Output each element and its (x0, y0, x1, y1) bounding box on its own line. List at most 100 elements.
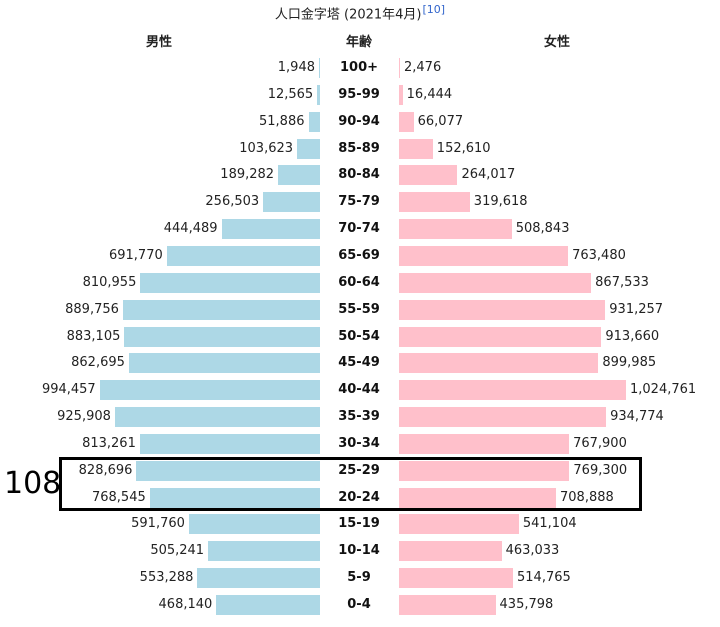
title-reference-link[interactable]: [10] (422, 3, 446, 16)
age-group-label: 15-19 (338, 516, 380, 532)
female-bar (399, 595, 496, 615)
male-value-label: 12,565 (267, 86, 314, 102)
female-value-label: 541,104 (522, 516, 577, 532)
male-bar (197, 568, 320, 589)
age-group-label: 90-94 (338, 113, 380, 129)
female-bar (399, 353, 599, 374)
female-value-label: 264,017 (461, 167, 516, 183)
female-value-label: 16,444 (406, 86, 453, 102)
age-header: 年齢 (345, 35, 373, 50)
male-bar (124, 326, 320, 347)
chart-title-text: 人口金字塔 (2021年4月) (274, 7, 422, 23)
female-bar (399, 192, 470, 213)
highlight-box (59, 457, 642, 511)
male-value-label: 51,886 (259, 113, 305, 129)
male-bar (308, 111, 320, 132)
male-bar (122, 299, 320, 320)
female-value-label: 913,660 (605, 328, 660, 344)
male-bar (263, 192, 320, 213)
female-bar (399, 245, 569, 266)
male-bar (319, 58, 320, 78)
female-value-label: 66,077 (417, 113, 464, 129)
female-bar (399, 514, 519, 535)
female-bar (399, 433, 570, 454)
male-bar (317, 84, 320, 105)
male-value-label: 103,623 (239, 140, 294, 156)
female-value-label: 708,888 (560, 489, 614, 505)
age-group-label: 20-24 (338, 489, 380, 505)
female-value-label: 763,480 (572, 247, 626, 263)
female-value-label: 767,900 (573, 435, 627, 451)
male-value-label: 189,282 (220, 167, 275, 183)
female-bar (399, 58, 400, 78)
female-value-label: 508,843 (515, 221, 570, 237)
female-value-label: 899,985 (602, 355, 657, 371)
female-value-label: 931,257 (609, 301, 664, 317)
male-value-label: 691,770 (108, 247, 163, 263)
female-value-label: 463,033 (505, 543, 560, 559)
male-value-label: 925,908 (57, 409, 111, 425)
male-value-label: 828,696 (78, 462, 133, 478)
male-bar (99, 380, 320, 401)
female-value-label: 769,300 (573, 462, 628, 478)
female-bar (399, 460, 570, 481)
male-bar (297, 138, 320, 159)
male-value-label: 883,105 (66, 328, 121, 344)
female-value-label: 934,774 (610, 409, 664, 425)
female-bar (399, 326, 602, 347)
age-group-label: 30-34 (338, 435, 380, 451)
female-bar (399, 541, 502, 562)
female-bar (399, 84, 403, 105)
male-bar (128, 353, 320, 374)
female-header: 女性 (543, 35, 571, 50)
male-value-label: 553,288 (139, 570, 194, 586)
female-value-label: 152,610 (436, 140, 491, 156)
age-group-label: 85-89 (338, 140, 380, 156)
female-value-label: 867,533 (595, 274, 649, 290)
male-bar (140, 272, 320, 293)
age-group-label: 75-79 (338, 194, 380, 210)
age-group-label: 95-99 (338, 86, 380, 102)
male-value-label: 256,503 (205, 194, 260, 210)
male-bar (221, 219, 320, 240)
chart-title: 人口金字塔 (2021年4月)[10] (0, 3, 720, 22)
male-value-label: 1,948 (277, 60, 315, 75)
age-group-label: 25-29 (338, 462, 380, 478)
male-value-label: 505,241 (150, 543, 205, 559)
female-value-label: 514,765 (517, 570, 571, 586)
male-bar (278, 165, 320, 186)
age-group-label: 5-9 (347, 570, 371, 586)
age-group-label: 60-64 (338, 274, 380, 290)
male-bar (188, 514, 320, 535)
age-group-label: 40-44 (338, 382, 380, 398)
male-header: 男性 (145, 35, 173, 50)
male-value-label: 889,756 (65, 301, 119, 317)
female-bar (399, 407, 607, 428)
female-bar (399, 380, 626, 401)
female-bar (399, 272, 592, 293)
male-value-label: 444,489 (163, 221, 218, 237)
age-group-label: 70-74 (338, 221, 380, 237)
male-value-label: 591,760 (131, 516, 185, 532)
male-bar (136, 460, 320, 481)
male-bar (166, 245, 320, 266)
male-value-label: 810,955 (82, 274, 137, 290)
age-group-label: 10-14 (338, 543, 380, 559)
female-bar (399, 111, 414, 132)
female-bar (399, 219, 512, 240)
male-value-label: 468,140 (158, 597, 213, 612)
female-bar (399, 487, 557, 508)
age-group-label: 50-54 (338, 328, 380, 344)
female-bar (399, 299, 606, 320)
female-bar (399, 165, 458, 186)
male-value-label: 994,457 (41, 382, 96, 398)
age-group-label: 0-4 (347, 597, 371, 612)
age-group-label: 100+ (339, 60, 379, 75)
age-group-label: 45-49 (338, 355, 380, 371)
male-bar (139, 433, 320, 454)
female-bar (399, 568, 514, 589)
male-bar (208, 541, 320, 562)
male-value-label: 768,545 (91, 489, 146, 505)
age-group-label: 35-39 (338, 409, 380, 425)
